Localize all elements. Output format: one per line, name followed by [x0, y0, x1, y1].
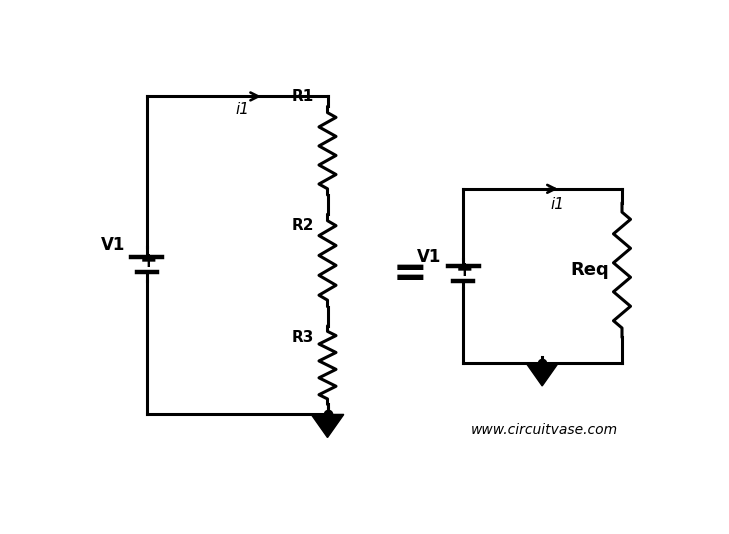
Text: R2: R2 — [292, 218, 314, 233]
Text: +: + — [140, 251, 157, 271]
Text: R1: R1 — [292, 89, 314, 104]
Text: V1: V1 — [101, 236, 125, 254]
Text: Req: Req — [570, 261, 609, 279]
Text: +: + — [456, 261, 474, 280]
Polygon shape — [526, 363, 558, 386]
Text: i1: i1 — [235, 102, 249, 117]
Text: =: = — [393, 253, 428, 295]
Text: V1: V1 — [417, 248, 442, 265]
Text: i1: i1 — [550, 197, 565, 211]
Text: www.circuitvase.com: www.circuitvase.com — [471, 423, 618, 437]
Text: R3: R3 — [292, 329, 314, 345]
Polygon shape — [311, 414, 344, 437]
